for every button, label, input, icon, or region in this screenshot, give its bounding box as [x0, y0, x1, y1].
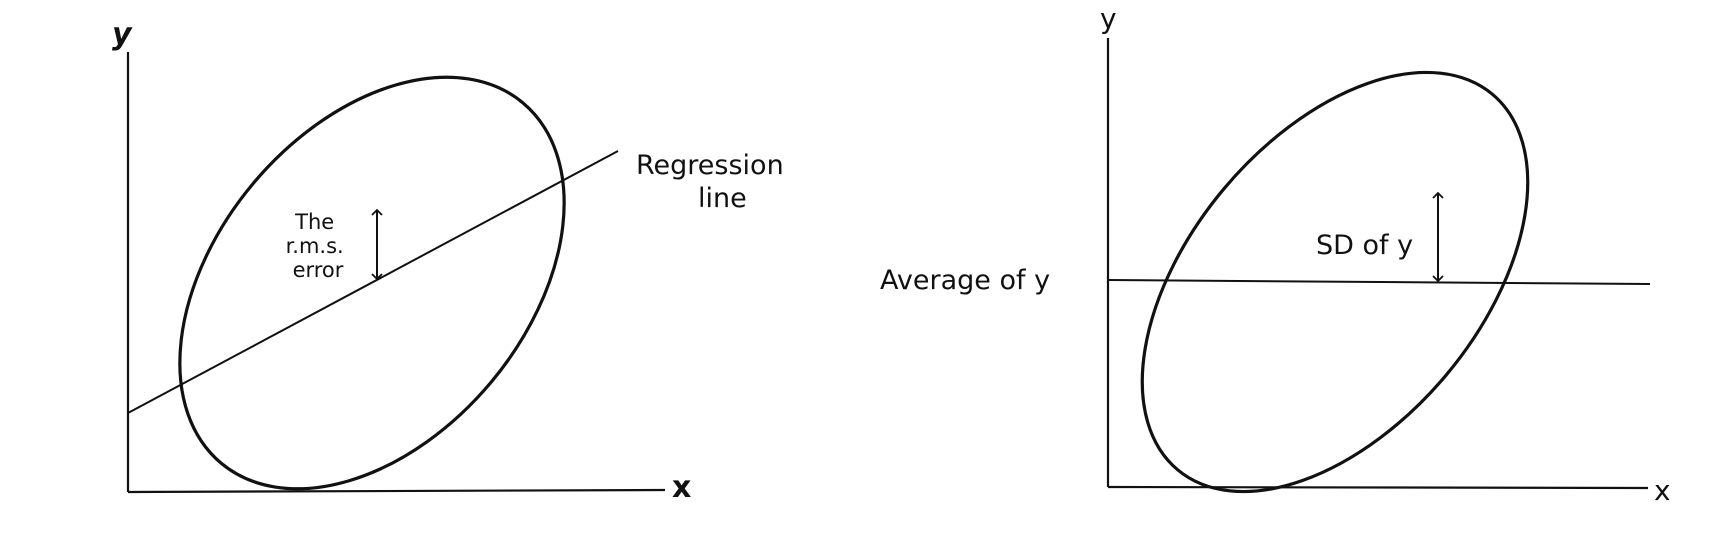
left-panel: y x Regression line The r.m.s. error — [112, 17, 792, 505]
regression-line-label-line1: Regression — [636, 150, 784, 181]
right-panel: y x Average of y SD of y — [880, 2, 1671, 507]
rms-error-label-line2: r.m.s. — [286, 234, 344, 258]
regression-line — [127, 150, 619, 414]
rms-error-label-line3: error — [293, 258, 344, 282]
left-y-axis-label: y — [112, 17, 133, 52]
rms-error-label: The r.m.s. error — [286, 210, 351, 282]
left-x-axis — [127, 488, 666, 494]
average-of-y-label: Average of y — [880, 265, 1050, 296]
right-point-cloud-ellipse — [1140, 70, 1530, 494]
right-y-axis-label: y — [1100, 2, 1117, 35]
regression-line-label-line2: line — [698, 183, 747, 214]
right-x-axis-label: x — [1654, 474, 1671, 507]
right-x-axis — [1107, 485, 1649, 490]
left-x-axis-label: x — [672, 470, 691, 505]
left-point-cloud-ellipse — [178, 75, 566, 491]
average-of-y-line — [1107, 279, 1651, 285]
regression-line-label: Regression line — [636, 150, 792, 214]
rms-error-label-line1: The — [294, 210, 334, 234]
sd-of-y-label: SD of y — [1316, 230, 1413, 261]
